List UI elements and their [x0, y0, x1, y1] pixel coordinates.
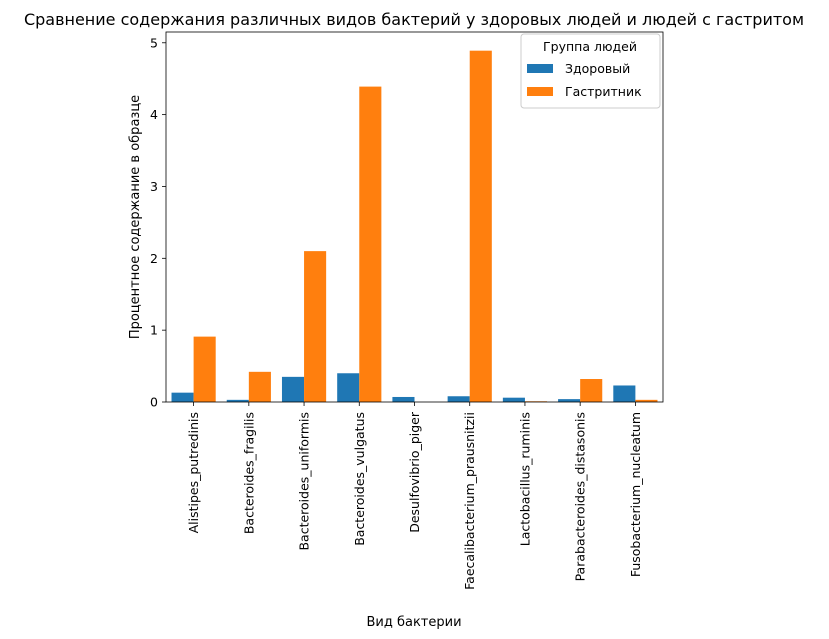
- y-tick-label: 3: [150, 179, 158, 194]
- y-tick-label: 2: [150, 251, 158, 266]
- y-tick-label: 0: [150, 395, 158, 410]
- plot-area: [165, 31, 664, 403]
- x-tick-label: Lactobacillus_ruminis: [517, 412, 532, 546]
- bar-gastritis-8: [635, 399, 658, 402]
- bar-gastritis-2: [304, 251, 327, 402]
- bar-gastritis-0: [193, 336, 216, 402]
- bar-gastritis-7: [580, 379, 603, 402]
- bar-healthy-2: [281, 376, 305, 402]
- y-axis: 0 1 2 3 4 5: [150, 35, 166, 410]
- x-tick-label: Fusobacterium_nucleatum: [628, 412, 643, 577]
- x-tick-label: Alistipes_putredinis: [186, 412, 201, 533]
- x-axis-label: Вид бактерии: [366, 615, 461, 630]
- bar-healthy-3: [337, 373, 360, 402]
- legend-label: Гастритник: [565, 84, 642, 99]
- bar-healthy-8: [613, 385, 636, 402]
- x-tick-label: Desulfovibrio_piger: [407, 411, 422, 533]
- bar-healthy-5: [447, 396, 470, 402]
- bar-healthy-7: [558, 399, 581, 402]
- bar-gastritis-3: [359, 86, 382, 403]
- x-axis: Alistipes_putredinis Bacteroides_fragilis…: [186, 402, 643, 590]
- legend-title: Группа людей: [543, 39, 637, 54]
- legend-swatch: [527, 64, 553, 73]
- y-tick-label: 5: [150, 35, 158, 50]
- y-tick-label: 1: [150, 323, 158, 338]
- y-tick-label: 4: [150, 107, 158, 122]
- legend-swatch: [527, 87, 553, 96]
- bar-healthy-4: [392, 396, 415, 402]
- legend: Группа людей Здоровый Гастритник: [520, 33, 661, 109]
- x-tick-label: Bacteroides_fragilis: [241, 412, 256, 534]
- bar-healthy-6: [502, 397, 525, 402]
- bar-gastritis-1: [248, 371, 271, 402]
- legend-frame: [520, 33, 661, 109]
- x-tick-label: Bacteroides_uniformis: [297, 412, 312, 551]
- y-axis-label: Процентное содержание в образце: [128, 95, 143, 339]
- bar-healthy-1: [226, 399, 249, 402]
- x-tick-label: Bacteroides_vulgatus: [352, 412, 367, 546]
- chart-title: Сравнение содержания различных видов бак…: [24, 10, 804, 29]
- legend-label: Здоровый: [565, 61, 630, 76]
- x-tick-label: Parabacteroides_distasonis: [573, 412, 588, 581]
- x-tick-label: Faecalibacterium_prausnitzii: [462, 412, 477, 590]
- bar-gastritis-5: [469, 50, 492, 402]
- bar-healthy-0: [171, 392, 194, 402]
